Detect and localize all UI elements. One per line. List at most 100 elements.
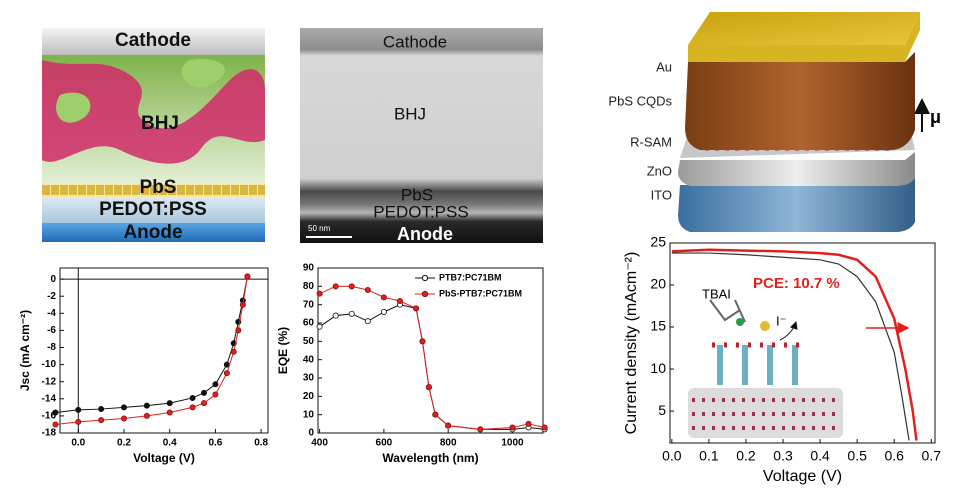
y-tick-label: 30	[303, 373, 315, 384]
anode-layer	[42, 223, 265, 242]
data-point	[143, 402, 150, 409]
y-tick-label: 40	[303, 354, 315, 365]
x-axis-label: Wavelength (nm)	[382, 451, 478, 465]
x-tick-label: 0.0	[71, 438, 85, 449]
data-point	[445, 422, 452, 429]
tem-background	[300, 28, 543, 243]
annotation: I⁻	[776, 313, 786, 328]
data-point	[189, 394, 196, 401]
data-point	[98, 406, 105, 413]
nitrogen-atom	[736, 318, 744, 326]
data-point	[477, 426, 484, 433]
y-tick-label: -14	[42, 393, 57, 404]
data-point	[432, 411, 439, 418]
chart: 0.0 0.2 0.4 0.6 0.8 0 -2 -4 -6 -8 -10 -12 -14 -16 -18 V…	[18, 267, 269, 465]
data-point	[364, 318, 371, 325]
layer-label: PbS CQDs	[608, 93, 672, 108]
data-point	[52, 421, 59, 428]
y-tick-label: 25	[650, 234, 666, 250]
ligand	[717, 345, 798, 385]
y-tick-label: 70	[303, 299, 315, 310]
x-tick-label: 0.5	[847, 448, 867, 464]
layer-label: BHJ	[141, 113, 179, 134]
layer-label: Anode	[397, 224, 453, 244]
series-line	[671, 248, 918, 441]
y-tick-label: 15	[650, 318, 666, 334]
y-tick-label: 60	[303, 318, 315, 329]
x-axis-label: Voltage (V)	[763, 468, 842, 485]
layer-label: Anode	[123, 222, 182, 243]
data-point	[419, 338, 426, 345]
layer-label: Cathode	[383, 32, 447, 51]
substrate	[688, 388, 843, 438]
x-tick-label: 0.6	[208, 438, 222, 449]
data-point	[380, 294, 387, 301]
dipole-label: μ	[930, 107, 941, 127]
x-tick-label: 0.1	[699, 448, 719, 464]
layer-label: Au	[656, 59, 672, 74]
pedot-layer	[42, 197, 265, 223]
y-tick-label: 10	[303, 409, 315, 420]
scale-bar-label: 50 nm	[308, 224, 331, 233]
x-tick-label: 0.3	[773, 448, 793, 464]
plot-frame	[59, 267, 269, 434]
data-point	[316, 290, 323, 297]
chart: 400 600 800 1000 0 10 20 30 40 50 60 70 80 90 Waveleng…	[276, 263, 548, 465]
legend-marker	[421, 290, 429, 298]
y-tick-label: 80	[303, 281, 315, 292]
tbai-molecule	[709, 299, 746, 323]
plot-frame	[317, 267, 544, 434]
bhj-domain	[42, 60, 265, 164]
layer-label: ITO	[651, 187, 672, 202]
data-point	[200, 400, 207, 407]
au-top	[688, 12, 920, 45]
plot-frame	[669, 242, 936, 444]
data-point	[230, 348, 237, 355]
y-tick-label: -2	[47, 291, 56, 302]
pce-annotation: PCE: 10.7 %	[753, 275, 840, 292]
y-tick-label: 5	[658, 402, 666, 418]
data-point	[166, 409, 173, 416]
y-tick-label: 0	[308, 428, 314, 439]
y-tick-label: 90	[303, 263, 315, 274]
data-point	[52, 409, 59, 416]
data-point	[223, 370, 230, 377]
data-point	[235, 327, 242, 334]
data-point	[348, 310, 355, 317]
data-point	[166, 400, 173, 407]
data-point	[200, 389, 207, 396]
x-tick-label: 800	[440, 438, 457, 449]
y-tick-label: -12	[42, 376, 57, 387]
data-point	[509, 424, 516, 431]
layer-label: PEDOT:PSS	[99, 199, 207, 220]
layer-label: BHJ	[394, 104, 426, 123]
zno-slab	[678, 152, 915, 186]
y-axis-label: EQE (%)	[276, 327, 290, 374]
x-tick-label: 0.6	[884, 448, 904, 464]
x-tick-label: 0.7	[922, 448, 942, 464]
pbs-block	[685, 52, 915, 150]
data-point	[212, 391, 219, 398]
y-tick-label: -16	[42, 411, 57, 422]
y-tick-label: -8	[47, 342, 56, 353]
y-tick-label: -4	[47, 308, 56, 319]
reaction-arrow	[779, 321, 798, 341]
bhj-domain	[56, 59, 225, 123]
tem-image: Cathode BHJ PbS PEDOT:PSS Anode 50 nm	[300, 28, 543, 244]
series-line	[55, 276, 248, 425]
layer-label: PbS	[401, 185, 433, 204]
y-tick-label: 20	[650, 276, 666, 292]
series-line	[55, 276, 248, 413]
data-point	[380, 308, 387, 315]
iodide-ion	[760, 321, 770, 331]
data-point	[413, 305, 420, 312]
legend-label: PTB7:PC71BM	[439, 272, 502, 282]
x-tick-label: 0.2	[736, 448, 756, 464]
data-point	[143, 412, 150, 419]
data-point	[525, 420, 532, 427]
data-point	[239, 301, 246, 308]
y-axis-label: Jsc (mA cm⁻²)	[18, 310, 32, 391]
data-point	[189, 404, 196, 411]
data-point	[212, 381, 219, 388]
